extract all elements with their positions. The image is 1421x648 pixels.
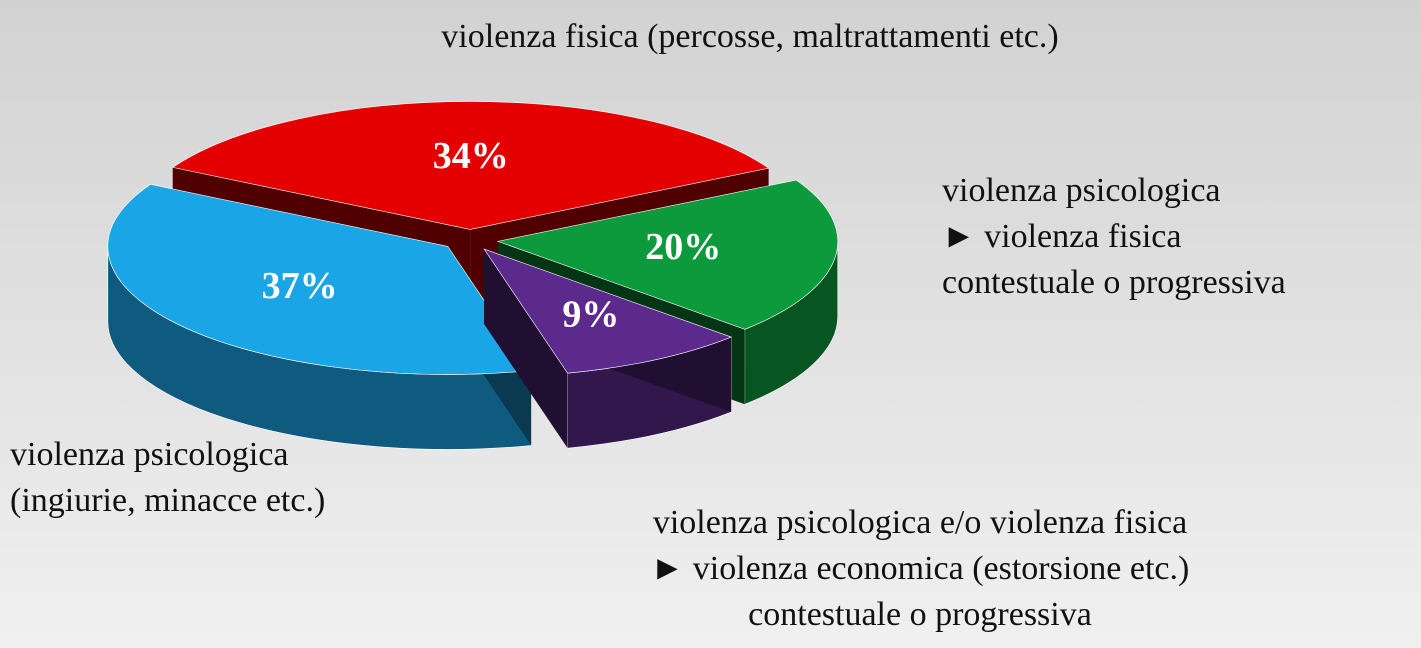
value-label: 20% (645, 226, 721, 268)
category-label: violenza fisica (percosse, maltrattament… (441, 18, 1059, 55)
slice (496, 179, 839, 330)
value-label: 37% (262, 265, 338, 307)
category-label: violenza psicologica e/o violenza fisica… (650, 504, 1190, 633)
value-label: 34% (433, 135, 509, 177)
category-label: violenza psicologica ► violenza fisica c… (942, 172, 1286, 301)
value-label: 9% (562, 293, 619, 335)
slice (483, 248, 733, 374)
slice (171, 101, 770, 230)
slice-side (484, 249, 568, 449)
category-label: violenza psicologica (ingiurie, minacce … (10, 436, 326, 519)
slice (107, 184, 532, 375)
